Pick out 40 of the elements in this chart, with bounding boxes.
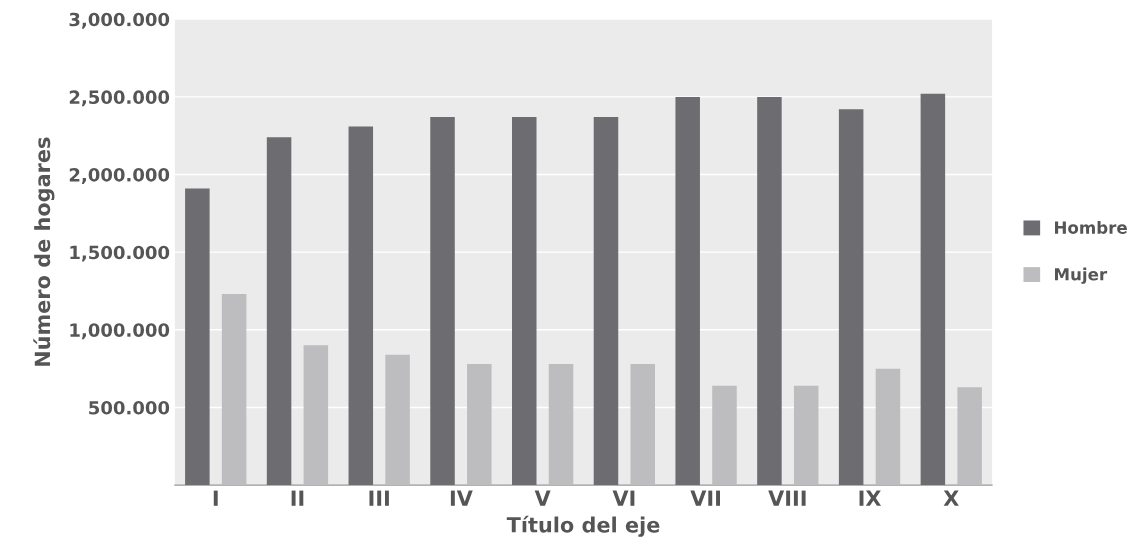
x-tick-label: II xyxy=(291,490,304,506)
bar xyxy=(875,368,901,486)
y-tick-label: 500.000 xyxy=(89,400,170,415)
x-tick-label: IV xyxy=(450,490,473,506)
x-tick-label: VI xyxy=(612,490,635,506)
x-tick-label: IX xyxy=(859,490,882,506)
y-axis-title: Número de hogares xyxy=(33,137,55,366)
x-tick-label: VII xyxy=(690,490,720,506)
legend-label: Mujer xyxy=(1055,267,1108,284)
bar xyxy=(757,96,782,486)
bar xyxy=(511,117,537,486)
x-tick-label: X xyxy=(943,490,959,506)
y-tick-label: 1,500.000 xyxy=(70,245,170,262)
bar xyxy=(630,363,656,486)
bar xyxy=(957,387,982,486)
bar xyxy=(675,96,700,486)
bar xyxy=(303,345,329,486)
bar xyxy=(838,109,864,486)
bar xyxy=(467,363,492,486)
bar xyxy=(221,294,247,486)
bar xyxy=(920,93,946,486)
bar xyxy=(593,117,619,486)
x-tick-label: III xyxy=(369,490,389,506)
bar xyxy=(266,137,292,486)
legend-label: Hombre xyxy=(1055,220,1127,234)
y-tick-label: 1,000.000 xyxy=(70,323,170,340)
y-tick-label: 2,000.000 xyxy=(69,167,170,184)
x-tick-label: V xyxy=(534,490,551,506)
bar xyxy=(793,385,819,486)
y-tick-label: 2,500.000 xyxy=(69,90,170,107)
bar xyxy=(430,117,455,486)
bar xyxy=(548,363,574,486)
bar xyxy=(185,188,210,486)
bar xyxy=(348,126,374,486)
bar xyxy=(712,385,737,486)
y-tick-label: 3,000.000 xyxy=(69,12,170,29)
x-axis-title: Título del eje xyxy=(506,515,660,537)
x-tick-label: I xyxy=(213,490,218,506)
x-tick-label: VIII xyxy=(768,490,806,506)
bar xyxy=(385,354,410,486)
